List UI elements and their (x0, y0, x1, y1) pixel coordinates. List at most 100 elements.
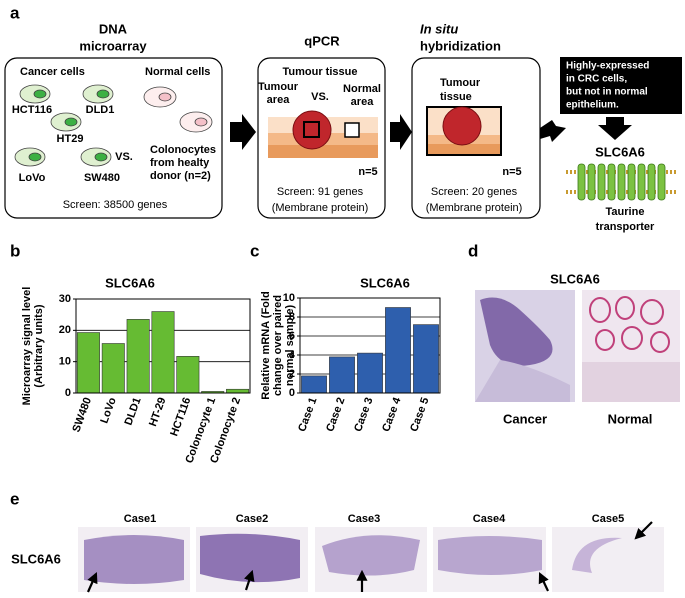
bar (126, 319, 150, 394)
case-arrows (86, 521, 653, 593)
screen: Screen: 20 genes (431, 186, 518, 198)
chart-title: SLC6A6 (360, 275, 410, 290)
step-title: hybridization (420, 38, 501, 53)
y-axis-label: normal sample) (284, 305, 296, 387)
tissue-drawing (426, 106, 502, 156)
heading: Tumour tissue (283, 66, 358, 78)
bar (226, 388, 250, 394)
x-tick-label: Case 4 (380, 395, 404, 433)
bar (176, 356, 200, 394)
x-tick-label: HT-29 (147, 396, 169, 428)
n: n=5 (358, 166, 377, 178)
x-tick-label: DLD1 (123, 396, 144, 427)
y-tick-label: 8 (289, 311, 295, 323)
screen-note: (Membrane protein) (272, 202, 369, 214)
y-tick-label: 4 (289, 349, 296, 361)
y-axis-label: change over paired (272, 295, 284, 396)
gene-name: SLC6A6 (595, 144, 645, 159)
bar (413, 324, 439, 394)
vs: VS. (311, 91, 329, 103)
arrow (540, 120, 566, 142)
area-label: area (267, 94, 291, 106)
y-tick-label: 2 (289, 368, 295, 380)
cell-line: SW480 (84, 172, 120, 184)
x-tick-label: SW480 (70, 396, 94, 434)
n: n=5 (502, 166, 521, 178)
heading: Cancer cells (20, 66, 85, 78)
cells (14, 84, 213, 167)
heading: Normal cells (145, 66, 210, 78)
callout-text: in CRC cells, (566, 74, 627, 85)
gene-desc: Taurine (606, 206, 645, 218)
y-tick-label: 0 (65, 387, 71, 399)
normal-desc: from healty (150, 157, 210, 169)
panel-title: SLC6A6 (550, 271, 600, 286)
bar (385, 307, 411, 394)
x-tick-label: Case 5 (408, 396, 431, 433)
area-label: Normal (343, 83, 381, 95)
panel-label: c (250, 241, 259, 260)
bar (357, 352, 383, 394)
x-tick-label: LoVo (98, 396, 118, 425)
area-label: area (351, 96, 375, 108)
callout-text: epithelium. (566, 100, 619, 111)
bar (301, 375, 327, 394)
callout-box (560, 57, 682, 114)
transporter-drawing (566, 163, 676, 201)
y-axis-label: Relative mRNA (Fold (260, 291, 272, 399)
area-label: Tumour (258, 81, 299, 93)
y-axis-label: Microarray signal level (21, 287, 33, 406)
heading: tissue (440, 91, 472, 103)
arrow (230, 114, 256, 150)
step-title: qPCR (304, 33, 340, 48)
bar (329, 356, 355, 394)
image-label: Cancer (503, 411, 547, 426)
cell-line: LoVo (19, 172, 46, 184)
row-label: SLC6A6 (11, 551, 61, 566)
step-title: In situ (420, 21, 458, 36)
bar (101, 343, 125, 394)
case-label: Case5 (592, 513, 624, 525)
histology-image (475, 290, 680, 402)
bar (151, 311, 175, 394)
y-tick-label: 0 (289, 387, 295, 399)
image-label: Normal (608, 411, 653, 426)
case-images (78, 527, 664, 592)
plot-frame (75, 298, 251, 394)
y-tick-label: 10 (59, 356, 71, 368)
x-tick-label: Case 1 (296, 396, 319, 433)
x-tick-label: Case 2 (324, 396, 347, 433)
panel-label: a (10, 3, 20, 22)
y-tick-label: 20 (59, 324, 71, 336)
cell-line: HCT116 (12, 104, 52, 116)
vs: VS. (115, 151, 133, 163)
screen: Screen: 38500 genes (63, 199, 168, 211)
panel-label: d (468, 241, 478, 260)
case-label: Case1 (124, 513, 156, 525)
callout-text: Highly-expressed (566, 61, 649, 72)
arrow (598, 117, 632, 140)
y-tick-label: 10 (283, 292, 295, 304)
normal-desc: Colonocytes (150, 144, 216, 156)
y-tick-label: 30 (59, 293, 71, 305)
x-tick-label: Case 3 (352, 396, 375, 433)
case-label: Case4 (473, 513, 506, 525)
bar (76, 332, 100, 394)
cell-line: HT29 (57, 133, 84, 145)
heading: Tumour (440, 77, 481, 89)
gene-desc: transporter (596, 221, 655, 233)
step-title: microarray (79, 38, 147, 53)
case-label: Case3 (348, 513, 380, 525)
y-tick-label: 6 (289, 330, 295, 342)
tissue-drawing (268, 110, 378, 158)
callout-text: but not in normal (566, 87, 648, 98)
panel-label: e (10, 489, 19, 508)
normal-desc: donor (n=2) (150, 170, 211, 182)
step-box (4, 57, 223, 219)
chart-title: SLC6A6 (105, 275, 155, 290)
step-title: DNA (99, 21, 128, 36)
screen: Screen: 91 genes (277, 186, 364, 198)
y-axis-label: (Arbitrary units) (33, 304, 45, 387)
panel-label: b (10, 241, 20, 260)
